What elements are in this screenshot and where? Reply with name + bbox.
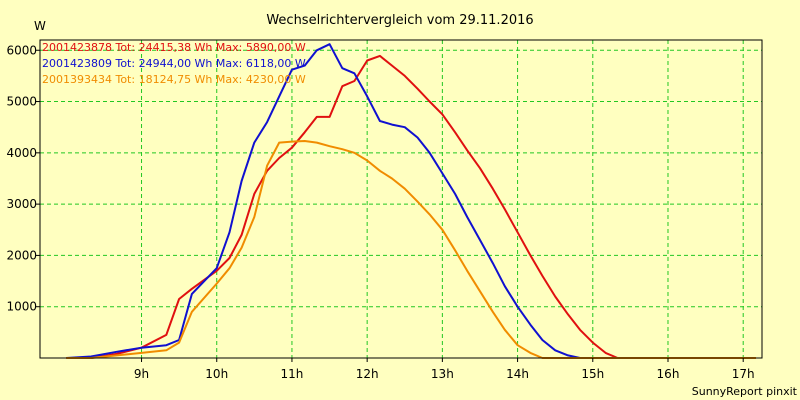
x-tick-label: 14h — [506, 367, 529, 381]
y-tick-label: 1000 — [6, 300, 37, 314]
x-tick-label: 17h — [732, 367, 755, 381]
y-tick-label: 5000 — [6, 95, 37, 109]
footer-credit: SunnyReport pinxit — [692, 385, 798, 398]
plot-frame — [39, 39, 763, 359]
x-tick-label: 11h — [281, 367, 304, 381]
y-axis-label: W — [34, 19, 46, 33]
legend-entry-3: 2001393434 Tot: 18124,75 Wh Max: 4230,00… — [42, 73, 306, 86]
y-tick-label: 3000 — [6, 197, 37, 211]
y-tick-label: 2000 — [6, 248, 37, 262]
x-axis-ticks: 9h 10h 11h 12h 13h 14h 15h 16h 17h — [134, 358, 755, 381]
gridlines — [40, 40, 762, 358]
legend: 2001423878 Tot: 24415,38 Wh Max: 5890,00… — [42, 41, 306, 86]
x-tick-label: 12h — [356, 367, 379, 381]
legend-entry-2: 2001423809 Tot: 24944,00 Wh Max: 6118,00… — [42, 57, 306, 70]
x-tick-label: 16h — [657, 367, 680, 381]
legend-entry-1: 2001423878 Tot: 24415,38 Wh Max: 5890,00… — [42, 41, 306, 54]
y-axis-ticks: 1000 2000 3000 4000 5000 6000 — [6, 43, 40, 314]
x-tick-label: 15h — [581, 367, 604, 381]
x-tick-label: 9h — [134, 367, 149, 381]
x-tick-label: 10h — [205, 367, 228, 381]
y-tick-label: 6000 — [6, 43, 37, 57]
chart-title: Wechselrichtervergleich vom 29.11.2016 — [266, 13, 533, 28]
y-tick-label: 4000 — [6, 146, 37, 160]
x-tick-label: 13h — [431, 367, 454, 381]
